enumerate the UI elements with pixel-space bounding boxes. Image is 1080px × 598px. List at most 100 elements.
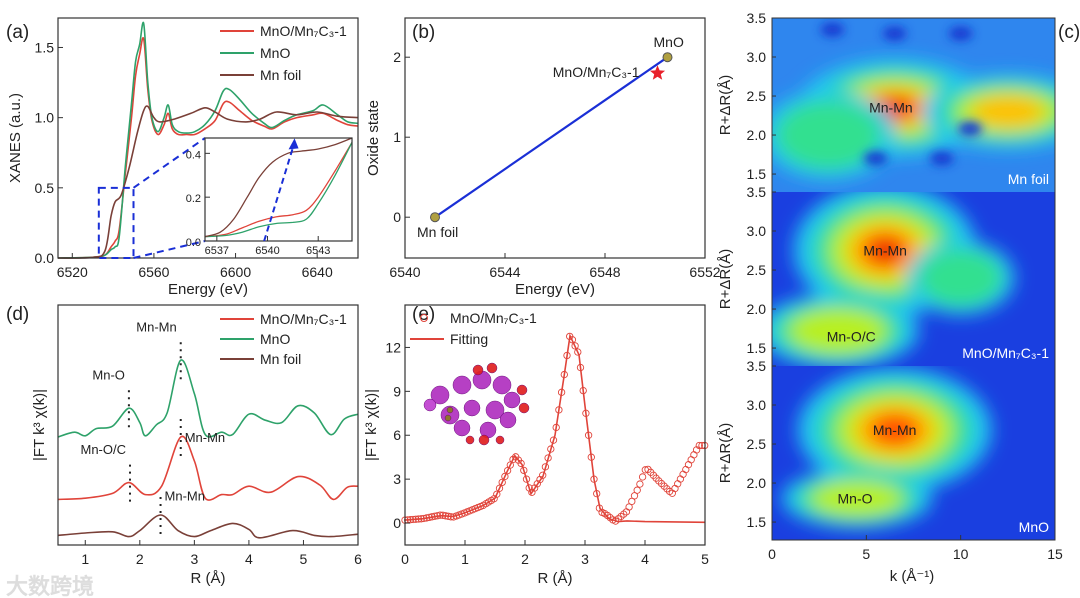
y-axis-label: R+ΔR(Å) [717, 249, 734, 309]
heatmap-annotation: Mn-O [838, 491, 873, 507]
x-tick-label: 6552 [689, 264, 720, 280]
data-point-marker [695, 441, 703, 450]
y-tick-label: 3.0 [747, 397, 767, 413]
heatmap-sample-label: Mn foil [1008, 171, 1049, 187]
atom [492, 375, 512, 395]
y-tick-label: 1 [393, 129, 401, 145]
x-tick-label: 6548 [589, 264, 620, 280]
x-tick-label: 2 [521, 551, 529, 567]
data-point-marker [671, 484, 679, 493]
y-tick-label: 0.4 [186, 149, 201, 161]
legend-marker [420, 314, 428, 322]
x-tick-label: 5 [862, 546, 870, 562]
data-point-marker [441, 512, 450, 520]
heatmap-contour [873, 241, 898, 260]
data-point-marker [420, 514, 428, 523]
plot-frame [404, 17, 706, 259]
legend-label: Fitting [450, 331, 488, 347]
x-tick-label: 6540 [255, 245, 279, 257]
y-tick-label: 0.0 [35, 250, 55, 266]
data-point-marker [660, 482, 668, 490]
atom [486, 362, 498, 374]
x-tick-label: 5 [300, 551, 308, 567]
x-tick-label: 6543 [306, 245, 330, 257]
legend-label: MnO/Mn₇C₃-1 [450, 310, 537, 326]
data-point-marker [412, 515, 420, 523]
zoom-box [97, 186, 135, 259]
x-axis-label: R (Å) [538, 570, 573, 587]
data-point-marker [638, 473, 647, 481]
x-tick-label: 0 [401, 551, 409, 567]
data-point-marker [582, 409, 590, 417]
data-point-marker [584, 431, 593, 439]
heatmap-holes [820, 22, 983, 166]
data-point-marker [560, 370, 568, 379]
data-point-marker [422, 514, 431, 522]
y-axis-label: XANES (a.u.) [7, 93, 24, 183]
crystal-structure-image [423, 362, 530, 446]
heatmap-panel [772, 18, 1055, 192]
y-axis-label: Oxide state [365, 100, 382, 176]
data-point-marker [436, 511, 444, 519]
data-point-marker [501, 472, 509, 481]
heatmap-contour [869, 413, 921, 447]
y-tick-label: 2.0 [747, 301, 767, 317]
zoom-connector [132, 137, 206, 189]
legend-label: MnO/Mn₇C₃-1 [260, 311, 347, 327]
data-point-marker [547, 445, 555, 453]
atom [518, 402, 530, 414]
point-label: MnO [654, 34, 684, 50]
data-point-marker [414, 515, 423, 523]
atom [453, 419, 471, 437]
data-point-marker [552, 423, 560, 432]
data-point-marker [684, 461, 693, 469]
data-point-marker [674, 480, 682, 488]
x-tick-label: 3 [581, 551, 589, 567]
y-tick-label: 1.5 [747, 340, 767, 356]
plot-frame [57, 17, 359, 259]
heatmap-hole [929, 151, 954, 166]
data-point-marker [444, 512, 452, 520]
y-tick-label: 0.0 [186, 237, 201, 249]
atom [495, 435, 505, 445]
data-point-marker [574, 348, 582, 356]
data-point-marker [663, 485, 671, 493]
y-tick-label: 0.2 [186, 193, 201, 205]
y-tick-label: 1.5 [747, 514, 767, 530]
data-point-marker [425, 513, 433, 522]
data-point-marker [590, 475, 598, 483]
y-tick-label: 3.0 [747, 223, 767, 239]
legend-label: MnO/Mn₇C₃-1 [260, 23, 347, 39]
data-point-marker [539, 471, 547, 479]
arrow-head-icon [288, 138, 299, 150]
point-marker [430, 212, 440, 223]
heatmap-sample-label: MnO/Mn₇C₃-1 [962, 345, 1049, 361]
y-tick-label: 1.0 [35, 110, 55, 126]
heatmap-contour [789, 308, 887, 354]
y-tick-label: 3.5 [747, 184, 767, 200]
x-tick-label: 6560 [138, 264, 169, 280]
x-tick-label: 1 [461, 551, 469, 567]
y-tick-label: 3.5 [747, 358, 767, 374]
series-line [57, 435, 359, 501]
legend-label: Mn foil [260, 67, 301, 83]
heatmap-panel [772, 192, 1055, 366]
heatmap-field [781, 367, 992, 529]
panel-label: (c) [1058, 22, 1080, 43]
data-point-marker [576, 363, 585, 372]
series-line [57, 514, 359, 539]
y-tick-label: 12 [385, 339, 401, 355]
plot-frame [771, 17, 1056, 541]
x-tick-label: 6540 [389, 264, 420, 280]
data-point-marker [509, 455, 517, 464]
x-tick-label: 4 [641, 551, 649, 567]
data-point-marker [447, 513, 455, 521]
data-point-marker [568, 336, 577, 344]
data-point-marker [690, 451, 698, 459]
y-tick-label: 2.5 [747, 262, 767, 278]
peak-annotation: Mn-Mn [185, 430, 225, 445]
atom [499, 411, 517, 429]
y-tick-label: 1.5 [35, 39, 55, 55]
